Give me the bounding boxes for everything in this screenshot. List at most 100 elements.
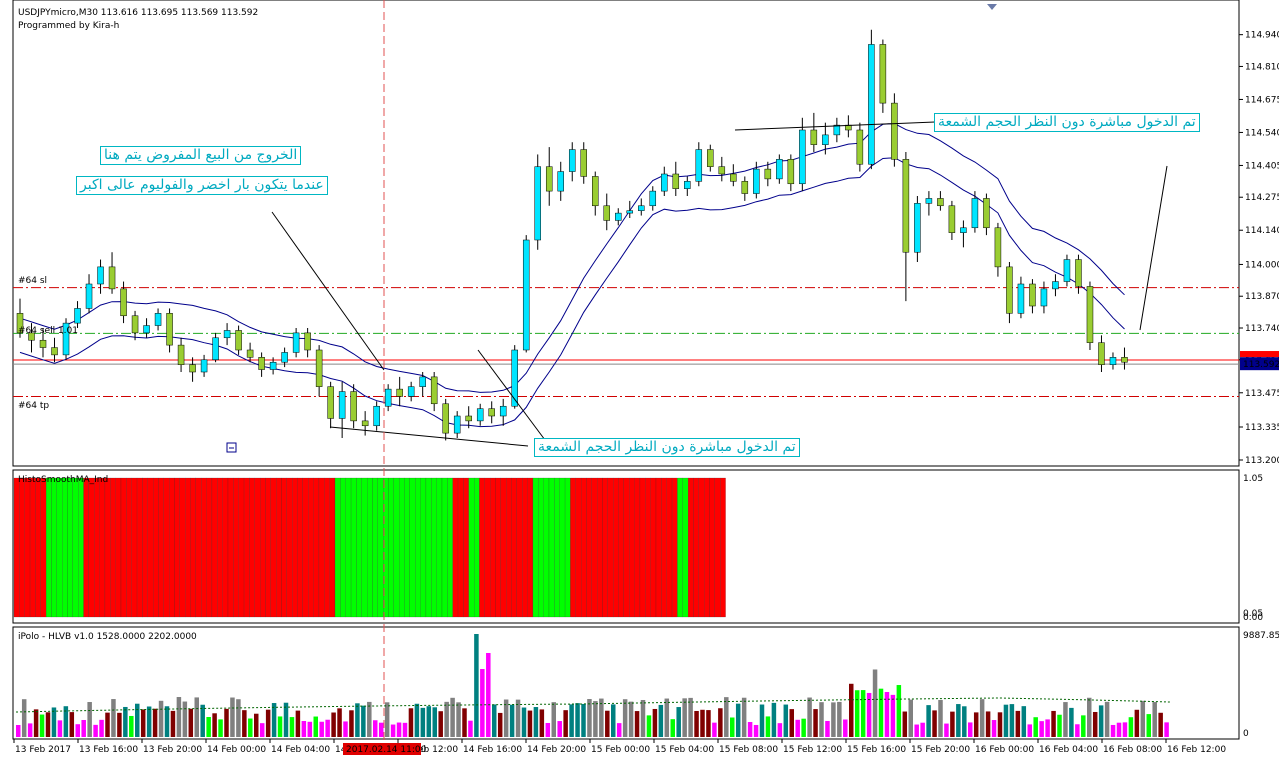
histo-bar (580, 477, 587, 618)
volume-bar (27, 723, 33, 737)
volume-bar (611, 704, 616, 737)
volume-bar (1051, 710, 1056, 737)
candle-body (97, 266, 104, 285)
price-tick-label: 114.000 (1245, 260, 1279, 270)
volume-bar (1057, 714, 1062, 737)
volume-bar (985, 711, 991, 737)
volume-bar (16, 725, 21, 737)
histo-bar (645, 477, 651, 618)
sl-label: #64 sl (18, 276, 47, 286)
volume-bar (236, 699, 241, 737)
histo-bar (19, 477, 25, 618)
volume-bar (920, 722, 925, 737)
histo-bar (372, 477, 378, 618)
histo-bar (602, 477, 608, 618)
histo-bar (13, 477, 20, 618)
histo-bar (490, 477, 496, 618)
volume-bar (468, 720, 473, 737)
time-tick-label: 14 Feb 16:00 (463, 745, 522, 755)
histo-bar (629, 477, 635, 618)
candle-body (315, 349, 323, 387)
price-tick-label: 113.475 (1245, 389, 1279, 399)
volume-bar (581, 703, 586, 737)
volume-bar (39, 714, 45, 737)
volume-bar (123, 706, 128, 737)
histo-bar (564, 477, 571, 618)
volume-bar (230, 697, 235, 737)
price-tick-label: 113.740 (1245, 324, 1279, 334)
volume-bar (634, 711, 640, 737)
annotation-entry-top: تم الدخول مباشرة دون النظر الحجم الشمعة (934, 113, 1200, 132)
histo-bar (479, 477, 485, 618)
volume-bar (1116, 722, 1122, 737)
volume-bar (420, 707, 426, 737)
lower-ma-line (19, 157, 1125, 428)
candle-body (1017, 283, 1025, 314)
volume-bar (1146, 714, 1151, 737)
volume-bar (87, 702, 92, 737)
volume-bar (1033, 717, 1038, 737)
volume-bars: 9887.85 0 (15, 631, 1279, 739)
volume-bar (331, 712, 336, 737)
volume-bar (819, 702, 824, 737)
histo-bar (169, 477, 175, 618)
candle-body (580, 149, 587, 177)
trend-lines (271, 121, 1168, 447)
volume-bar (45, 712, 51, 737)
price-axis: 114.940 114.810 114.675 114.540 114.405 114.2… (1239, 31, 1279, 466)
histo-bar (260, 477, 266, 618)
histo-bar (190, 477, 197, 618)
histo-bar (591, 477, 598, 618)
volume-bar (1152, 702, 1157, 737)
candle-body (615, 212, 622, 221)
time-tick-label: 15 Feb 04:00 (655, 745, 714, 755)
volume-bar (259, 723, 265, 737)
candle-body (730, 173, 737, 182)
price-tick-label: 113.870 (1245, 292, 1279, 302)
period-separator-icon (987, 4, 997, 10)
candle-body (223, 330, 231, 339)
volume-bar (735, 703, 741, 737)
candle-body (672, 173, 680, 189)
volume-bar (950, 711, 955, 737)
volume-bar (706, 710, 711, 737)
candle-body (212, 337, 219, 361)
histo-bar (682, 477, 689, 618)
candle-body (327, 386, 334, 419)
volume-bar (1021, 706, 1027, 737)
volume-bar (843, 719, 848, 737)
histo-bar (254, 477, 261, 618)
volume-bar (194, 697, 199, 737)
candle-body (776, 159, 783, 180)
histo-bar (29, 477, 36, 618)
volume-bar (212, 713, 217, 737)
histo-bar (575, 477, 582, 618)
cursor-time-box (343, 743, 421, 755)
volume-bar (75, 724, 80, 737)
candle-body (638, 205, 645, 211)
histo-bar (698, 477, 705, 618)
candle-body (143, 325, 150, 334)
candle-body (1052, 281, 1059, 290)
volume-bar (283, 702, 289, 737)
histo-bar (206, 477, 213, 618)
histo-bar (329, 477, 336, 618)
histo-bar (35, 477, 41, 618)
histo-bar (313, 477, 320, 618)
volume-bar (224, 708, 229, 737)
volume-bar (176, 697, 182, 737)
price-tick-label: 114.275 (1245, 193, 1279, 203)
candle-body (361, 420, 369, 427)
volume-bar (349, 710, 354, 737)
volume-bar (753, 724, 759, 737)
histo-bar (158, 477, 164, 618)
candle-body (914, 203, 921, 253)
candle-body (833, 124, 841, 136)
histo-bar (538, 477, 544, 618)
histo-bar (506, 477, 512, 618)
volume-bar (712, 722, 717, 737)
histo-bar (110, 477, 116, 618)
volume-bar (361, 705, 366, 737)
